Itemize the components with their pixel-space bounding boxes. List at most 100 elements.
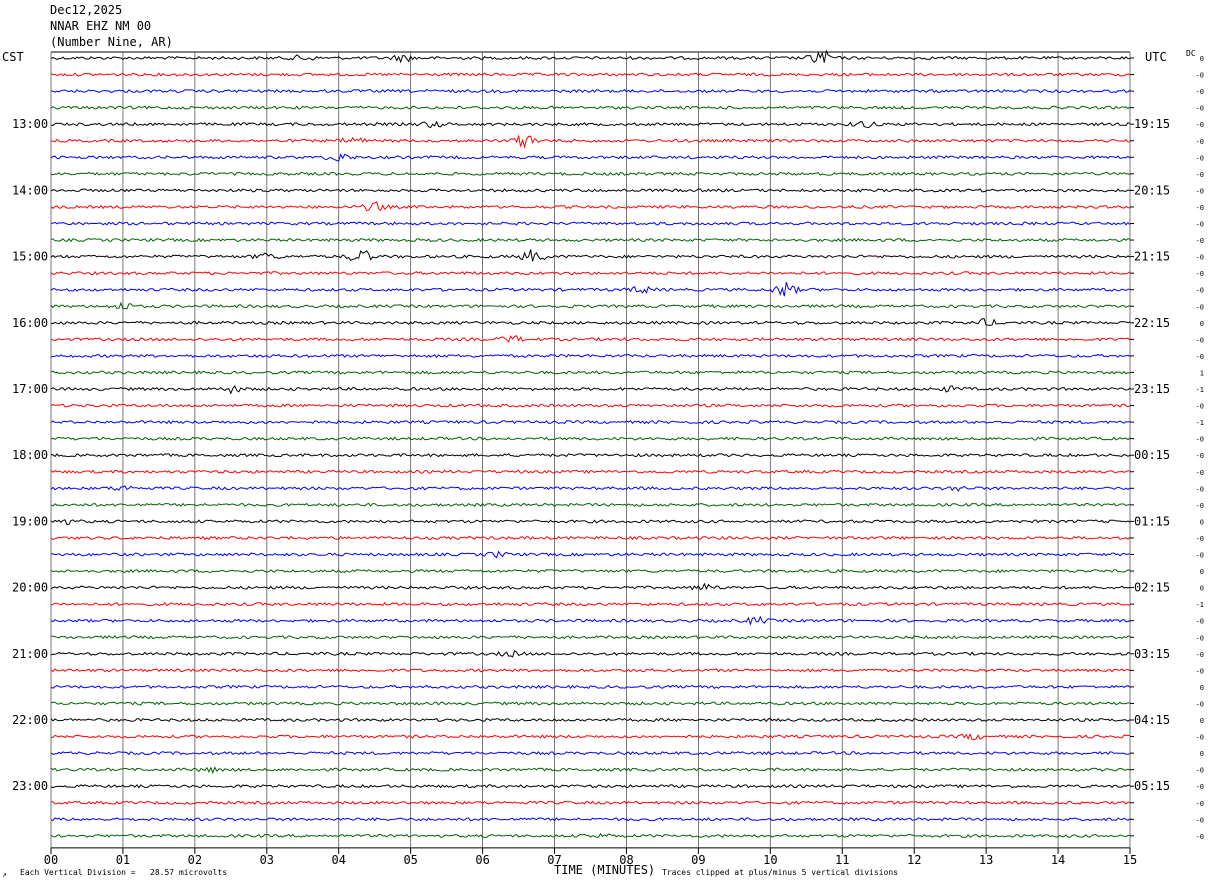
dc-offset-label: -0 [1196,187,1204,195]
trace-line [50,318,1131,326]
dc-offset-label: -0 [1196,336,1204,344]
cst-hour-label: 14:00 [12,183,48,197]
trace-line [50,817,1131,822]
utc-hour-label: 03:15 [1134,647,1170,661]
trace-line [50,650,1131,658]
dc-offset-label: -1 [1196,419,1204,427]
dc-offset-label: -0 [1196,651,1204,659]
trace-line [50,784,1131,789]
trace-line [50,502,1131,507]
dc-offset-label: -0 [1196,767,1204,775]
scale-note: Each Vertical Division = 28.57 microvolt… [20,868,228,877]
trace-line [50,750,1131,756]
dc-offset-label: -0 [1196,452,1204,460]
dc-offset-label: 0 [1200,750,1204,758]
utc-hour-label: 04:15 [1134,713,1170,727]
dc-offset-label: -0 [1196,634,1204,642]
cst-hour-label: 20:00 [12,581,48,595]
x-axis-label: TIME (MINUTES) [554,863,656,877]
trace-line [50,766,1131,775]
trace-line [50,120,1131,129]
x-tick-label: 12 [907,853,921,867]
dc-offset-label: 0 [1200,684,1204,692]
x-tick-label: 04 [332,853,346,867]
dc-offset-label: -0 [1196,833,1204,841]
dc-offset-label: -0 [1196,88,1204,96]
dc-offset-label: -0 [1196,303,1204,311]
trace-line [50,221,1131,226]
cst-hour-label: 23:00 [12,779,48,793]
header-station: NNAR EHZ NM 00 [50,19,152,33]
dc-offset-label: 0 [1200,568,1204,576]
x-tick-label: 02 [188,853,202,867]
trace-line [50,635,1131,640]
trace-line [50,335,1131,343]
trace-line [50,201,1130,212]
dc-offset-label: -0 [1196,502,1204,510]
cst-hour-label: 22:00 [12,713,48,727]
utc-hour-label: 01:15 [1134,514,1170,528]
dc-offset-label: 0 [1200,585,1204,593]
dc-offset-label: 0 [1200,518,1204,526]
utc-hour-label: 19:15 [1134,117,1170,131]
x-tick-label: 08 [619,853,633,867]
dc-offset-label: -0 [1196,800,1204,808]
dc-offset-label: -0 [1196,221,1204,229]
x-tick-label: 11 [835,853,849,867]
x-tick-label: 05 [403,853,417,867]
trace-line [50,385,1131,395]
dc-offset-label: -0 [1196,734,1204,742]
trace-line [50,88,1131,94]
dc-offset-label: -0 [1196,105,1204,113]
trace-line [50,550,1131,559]
x-tick-label: 15 [1123,853,1137,867]
trace-line [50,732,1131,741]
trace-line [50,701,1130,706]
dc-offset-label: -0 [1196,552,1204,560]
header-location: (Number Nine, AR) [50,35,173,49]
seismic-traces [50,49,1131,838]
x-tick-label: 09 [691,853,705,867]
dc-offset-label: -0 [1196,700,1204,708]
trace-line [50,469,1131,474]
dc-offset-label: -1 [1196,601,1204,609]
trace-line [50,436,1131,441]
dc-offset-label: -0 [1196,469,1204,477]
trace-line [50,72,1131,77]
trace-line [50,270,1131,276]
dc-offset-label: 0 [1200,717,1204,725]
utc-hour-label: 21:15 [1134,250,1170,264]
cst-hour-label: 17:00 [12,382,48,396]
x-tick-label: 06 [475,853,489,867]
dc-offset-label: -0 [1196,485,1204,493]
x-tick-label: 10 [763,853,777,867]
axis-labels: 00 01 02 03 04 05 06 07 08 09 10 11 12 13 14 150-0-0-0-… [12,55,1204,867]
trace-line [50,49,1131,64]
utc-hour-label: 00:15 [1134,448,1170,462]
dc-offset-label: -0 [1196,403,1204,411]
cst-hour-label: 15:00 [12,250,48,264]
dc-header-label: DC [1186,49,1196,58]
trace-line [50,171,1131,176]
dc-offset-label: -0 [1196,436,1204,444]
cst-hour-label: 13:00 [12,117,48,131]
trace-line [50,519,1131,526]
x-tick-label: 03 [260,853,274,867]
clip-note: Traces clipped at plus/minus 5 vertical … [662,868,899,877]
trace-line [50,602,1131,607]
trace-line [50,353,1131,359]
dc-offset-label: -0 [1196,154,1204,162]
trace-line [50,615,1131,626]
dc-offset-label: -0 [1196,121,1204,129]
cst-hour-label: 18:00 [12,448,48,462]
minute-gridlines [50,51,1134,854]
dc-offset-label: 0 [1200,320,1204,328]
trace-line [50,105,1131,110]
trace-line [50,301,1131,310]
header-date: Dec12,2025 [50,3,123,17]
dc-offset-label: -0 [1196,618,1204,626]
dc-offset-label: -0 [1196,204,1204,212]
trace-line [50,535,1131,541]
trace-line [50,684,1131,690]
trace-line [50,717,1131,723]
